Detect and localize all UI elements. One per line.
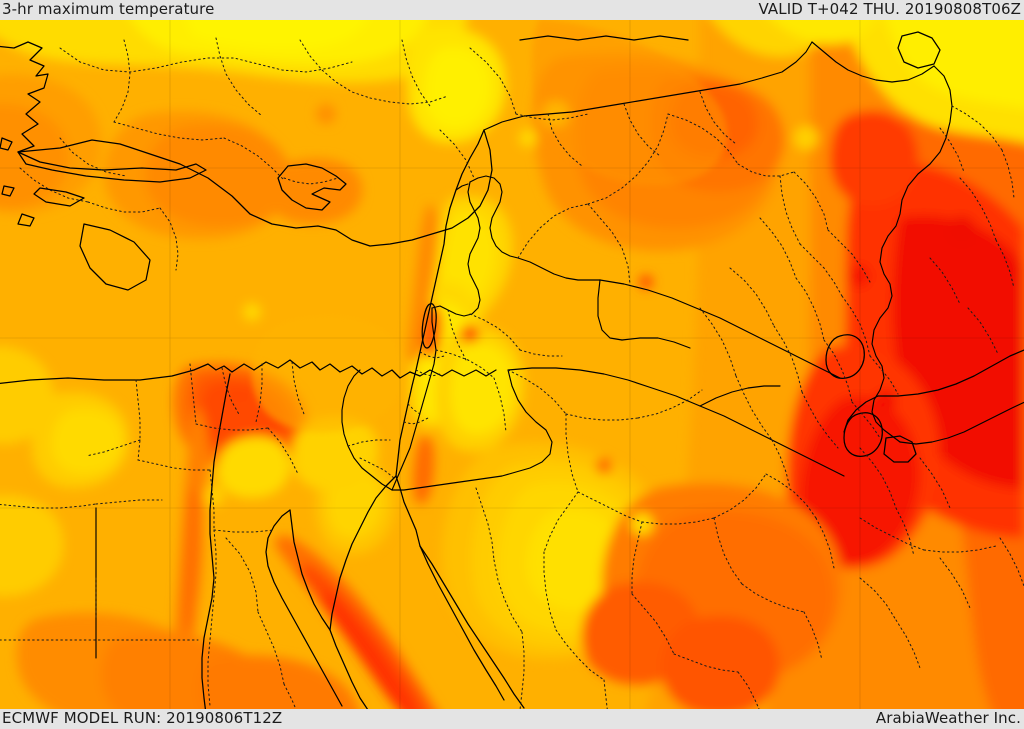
valid-time-label: VALID T+042 THU. 20190808T06Z	[758, 0, 1021, 18]
header-bar: 3-hr maximum temperature VALID T+042 THU…	[0, 0, 1024, 20]
administrative-boundaries	[0, 37, 1024, 709]
provider-label: ArabiaWeather Inc.	[875, 709, 1021, 727]
model-run-label: ECMWF MODEL RUN: 20190806T12Z	[2, 709, 283, 727]
latlon-grid	[0, 18, 1024, 709]
page-title: 3-hr maximum temperature	[2, 0, 215, 18]
temp-contour-fills	[0, 18, 1024, 709]
map-canvas	[0, 18, 1024, 709]
footer-bar: ECMWF MODEL RUN: 20190806T12Z ArabiaWeat…	[0, 709, 1024, 729]
coastlines	[0, 31, 1024, 709]
temperature-map[interactable]	[0, 18, 1024, 709]
international-borders	[95, 41, 1024, 659]
